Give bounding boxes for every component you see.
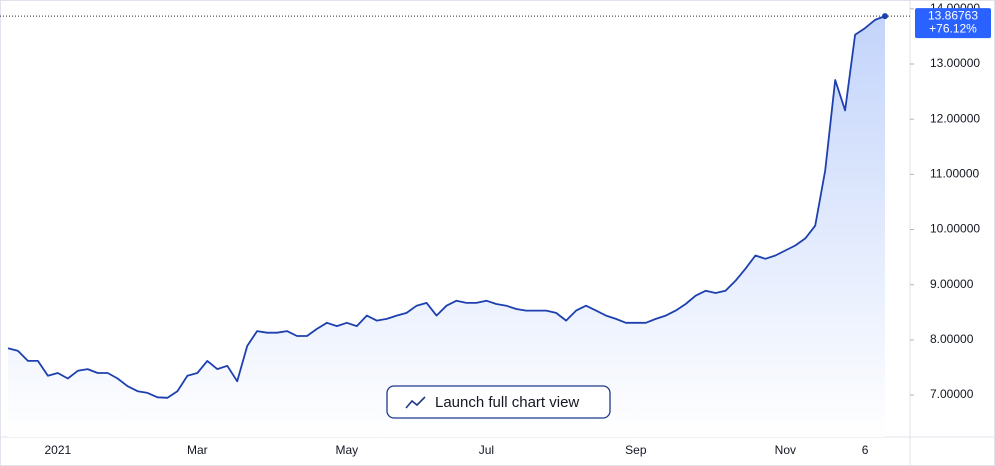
line xyxy=(7,15,886,399)
launch-button[interactable]: Launch full chart view xyxy=(386,385,611,419)
area xyxy=(8,16,885,437)
y-tick-label: 8.00000 xyxy=(930,332,974,346)
x-tick-label: 6 xyxy=(862,443,869,457)
x-tick-label: Jul xyxy=(479,443,494,457)
y-tick-label: 11.00000 xyxy=(930,167,979,181)
x-tick-label: Sep xyxy=(625,443,647,457)
button-label[interactable]: Launch full chart view xyxy=(435,394,579,411)
last-value-label: 13.86763 xyxy=(928,8,978,22)
y-tick-label: 13.00000 xyxy=(930,56,980,70)
button-icon xyxy=(405,396,426,409)
button-box[interactable] xyxy=(386,385,611,419)
plot xyxy=(0,13,910,437)
x-tick-label: Mar xyxy=(187,443,208,457)
change-label: +76.12% xyxy=(929,21,977,35)
y-tick-label: 10.00000 xyxy=(930,222,980,236)
x-tick-label: Nov xyxy=(775,443,796,457)
last-value-box xyxy=(915,8,991,39)
x-tick-label: May xyxy=(336,443,359,457)
y-tick-label: 12.00000 xyxy=(930,111,980,125)
last-point xyxy=(882,13,888,20)
y-tick-label: 7.00000 xyxy=(930,387,974,401)
x-tick-label: 2021 xyxy=(44,443,71,457)
y-tick-label: 9.00000 xyxy=(930,277,974,291)
